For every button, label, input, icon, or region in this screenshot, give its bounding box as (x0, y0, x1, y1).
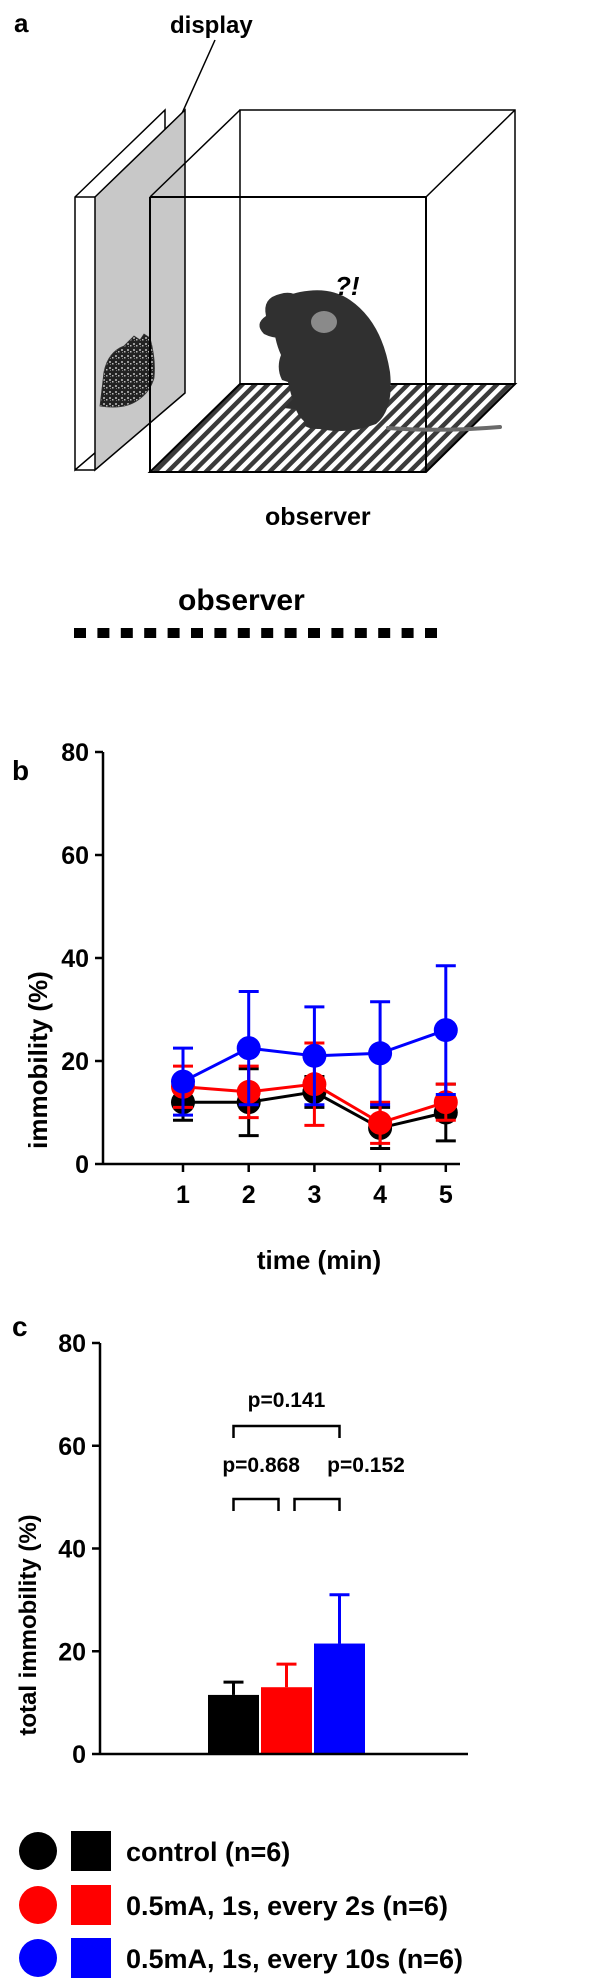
panel-a-letter: a (14, 8, 29, 38)
line-chart-x-tick-label: 1 (176, 1181, 190, 1209)
bar (314, 1643, 365, 1754)
panel-b-letter: b (12, 755, 29, 786)
line-chart-x-tick-label: 3 (307, 1181, 321, 1209)
dotted-line-segment (354, 628, 367, 638)
dotted-line-segment (284, 628, 297, 638)
surprise-mark: ?! (335, 271, 360, 301)
legend-square-marker (71, 1885, 111, 1925)
mouse-head (259, 292, 308, 338)
dotted-line-segment (261, 628, 274, 638)
mouse-tail (386, 425, 502, 432)
dotted-observer-label: observer (178, 584, 305, 617)
legend-entry: 0.5mA, 1s, every 10s (n=6) (19, 1938, 463, 1978)
data-point (302, 1043, 327, 1068)
display-label: display (170, 12, 253, 39)
line-chart-x-tick-label: 4 (373, 1181, 387, 1209)
line-chart-x-tick-label: 2 (242, 1181, 256, 1209)
dotted-line-segment (425, 628, 437, 638)
legend-square-marker (71, 1831, 111, 1871)
dotted-line (74, 628, 437, 638)
dotted-line-segment (214, 628, 227, 638)
data-point (433, 1090, 458, 1115)
dotted-line-segment (97, 628, 110, 638)
significance-bracket (232, 1424, 341, 1438)
data-point (171, 1069, 195, 1094)
legend-label: 0.5mA, 1s, every 10s (n=6) (126, 1944, 463, 1974)
legend-label: 0.5mA, 1s, every 2s (n=6) (126, 1891, 448, 1921)
mouse-paw (284, 392, 300, 410)
legend-circle-marker (19, 1886, 57, 1924)
bar (261, 1687, 312, 1754)
line-chart-y-tick-label: 20 (61, 1048, 89, 1076)
legend: control (n=6) 0.5mA, 1s, every 2s (n=6) 0.… (19, 1831, 463, 1978)
mouse-ear (311, 311, 337, 333)
line-chart-y-tick-label: 40 (61, 945, 89, 973)
line-chart-y-tick-label: 80 (61, 739, 89, 767)
panel-a: a display (14, 8, 518, 638)
cage-observer-label: observer (265, 503, 371, 531)
data-point (368, 1110, 393, 1135)
line-chart: 0 20 40 60 80 1 2 3 4 5 (61, 739, 460, 1209)
p-value-label: p=0.868 (222, 1454, 300, 1477)
mouse-foot (304, 419, 332, 429)
dotted-line-segment (74, 628, 86, 638)
line-chart-y-tick-label: 0 (75, 1151, 89, 1179)
dotted-line-segment (237, 628, 250, 638)
legend-entry: control (n=6) (19, 1831, 290, 1871)
dotted-line-segment (308, 628, 320, 638)
display-panel (74, 108, 186, 472)
p-value-label: p=0.141 (248, 1389, 326, 1412)
line-chart-ylabel: immobility (%) (23, 971, 53, 1149)
line-chart-x-tick-label: 5 (439, 1181, 453, 1209)
panel-c-letter: c (12, 1311, 28, 1342)
dotted-line-segment (120, 628, 133, 638)
data-point (433, 1018, 458, 1043)
bar-chart: 0 20 40 60 80 p=0.141 p=0.868 p=0.152 (58, 1330, 468, 1769)
bar-chart-y-tick-label: 20 (58, 1638, 86, 1666)
legend-entry: 0.5mA, 1s, every 2s (n=6) (19, 1885, 448, 1925)
p-value-label: p=0.152 (327, 1454, 405, 1477)
bar-chart-y-tick-label: 0 (72, 1741, 86, 1769)
bar-chart-y-tick-label: 60 (58, 1433, 86, 1461)
panel-b: b immobility (%) time (min) 0 20 40 60 80 1 2 3… (12, 739, 460, 1275)
line-chart-xlabel: time (min) (257, 1245, 381, 1275)
panel-c: c total immobility (%) 0 20 40 60 80 p=0.141 p… (12, 1311, 468, 1769)
bar-chart-ylabel: total immobility (%) (15, 1514, 42, 1735)
dotted-line-segment (401, 628, 414, 638)
dotted-line-segment (378, 628, 391, 638)
data-point (236, 1036, 261, 1061)
bar (208, 1694, 259, 1754)
dotted-line-segment (167, 628, 180, 638)
line-series (171, 964, 458, 1117)
legend-square-marker (71, 1938, 111, 1978)
dotted-line-segment (191, 628, 203, 638)
bar-chart-y-tick-label: 80 (58, 1330, 86, 1358)
bar-chart-y-tick-label: 40 (58, 1536, 86, 1564)
legend-label: control (n=6) (126, 1837, 290, 1867)
dotted-line-segment (331, 628, 344, 638)
legend-circle-marker (19, 1939, 57, 1977)
line-chart-y-tick-label: 60 (61, 842, 89, 870)
data-point (368, 1041, 393, 1066)
dotted-line-segment (144, 628, 157, 638)
legend-circle-marker (19, 1832, 57, 1870)
displayed-rat-image (99, 333, 155, 408)
observer-mouse-illustration (259, 290, 502, 432)
significance-bracket (232, 1497, 280, 1511)
significance-bracket (293, 1497, 341, 1511)
